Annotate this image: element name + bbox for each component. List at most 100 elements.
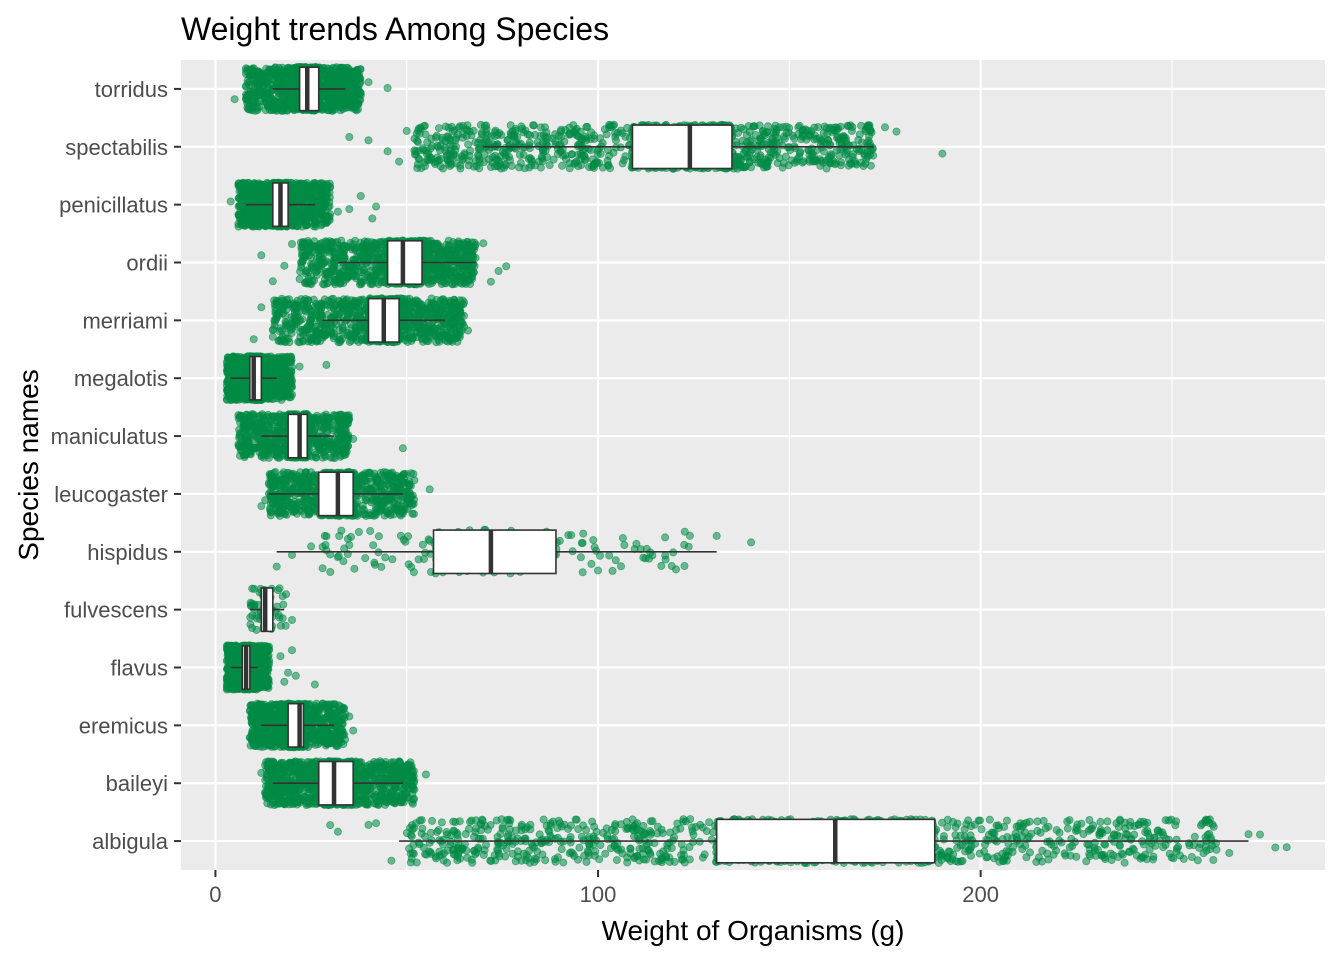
data-point — [612, 130, 619, 137]
outlier-point — [346, 206, 353, 213]
data-point — [250, 195, 257, 202]
data-point — [849, 123, 856, 130]
data-point — [750, 123, 757, 130]
data-point — [295, 181, 302, 188]
data-point — [325, 98, 332, 105]
outlier-point — [422, 147, 429, 154]
data-point — [837, 123, 844, 130]
data-point — [442, 123, 449, 130]
data-point — [267, 97, 274, 104]
data-point — [798, 136, 805, 143]
data-point — [248, 72, 255, 79]
data-point — [764, 128, 771, 135]
outlier-point — [227, 198, 234, 205]
data-point — [279, 107, 286, 114]
data-point — [779, 142, 786, 149]
data-point — [275, 94, 282, 101]
data-point — [344, 64, 351, 71]
data-point — [861, 152, 868, 159]
data-point — [253, 222, 260, 229]
data-point — [855, 136, 862, 143]
data-point — [294, 193, 301, 200]
data-point — [248, 212, 255, 219]
data-point — [842, 151, 849, 158]
data-point — [604, 157, 611, 164]
data-point — [322, 201, 329, 208]
data-point — [348, 92, 355, 99]
data-point — [837, 134, 844, 141]
data-point — [791, 159, 798, 166]
data-point — [589, 156, 596, 163]
outlier-point — [411, 147, 418, 154]
data-point — [811, 157, 818, 164]
data-point — [540, 132, 547, 139]
data-point — [624, 124, 631, 131]
data-point — [597, 150, 604, 157]
data-point — [827, 125, 834, 132]
data-point — [748, 137, 755, 144]
data-point — [255, 202, 262, 209]
data-point — [578, 152, 585, 159]
data-point — [246, 106, 253, 113]
data-point — [516, 164, 523, 171]
data-point — [570, 122, 577, 129]
data-point — [607, 122, 614, 129]
plot-panel — [181, 60, 1325, 870]
data-point — [536, 158, 543, 165]
data-point — [459, 156, 466, 163]
data-point — [537, 124, 544, 131]
data-point — [862, 160, 869, 167]
data-point — [465, 162, 472, 169]
data-point — [528, 161, 535, 168]
data-point — [445, 134, 452, 141]
data-point — [740, 126, 747, 133]
data-point — [437, 163, 444, 170]
data-point — [355, 70, 362, 77]
data-point — [468, 132, 475, 139]
data-point — [737, 157, 744, 164]
data-point — [348, 104, 355, 111]
data-point — [583, 135, 590, 142]
outlier-point — [365, 79, 372, 86]
data-point — [504, 137, 511, 144]
data-point — [516, 151, 523, 158]
data-point — [502, 151, 509, 158]
data-point — [622, 153, 629, 160]
data-point — [476, 165, 483, 172]
chart-title: Weight trends Among Species — [181, 11, 609, 47]
data-point — [816, 135, 823, 142]
data-point — [434, 142, 441, 149]
data-point — [459, 122, 466, 129]
data-point — [238, 188, 245, 195]
data-point — [239, 179, 246, 186]
data-point — [336, 94, 343, 101]
outlier-point — [881, 124, 888, 131]
outlier-point — [334, 208, 341, 215]
data-point — [825, 137, 832, 144]
outlier-point — [384, 84, 391, 91]
data-point — [414, 138, 421, 145]
data-point — [791, 135, 798, 142]
outlier-point — [357, 192, 364, 199]
data-point — [328, 90, 335, 97]
data-point — [550, 156, 557, 163]
outlier-point — [893, 128, 900, 135]
data-point — [769, 135, 776, 142]
data-point — [326, 189, 333, 196]
outlier-point — [308, 194, 315, 201]
data-point — [238, 200, 245, 207]
data-point — [800, 158, 807, 165]
data-point — [341, 101, 348, 108]
data-point — [590, 162, 597, 169]
data-point — [289, 67, 296, 74]
data-point — [820, 148, 827, 155]
outlier-point — [384, 148, 391, 155]
data-point — [526, 139, 533, 146]
data-point — [435, 125, 442, 132]
data-point — [770, 149, 777, 156]
data-point — [242, 95, 249, 102]
data-point — [482, 129, 489, 136]
data-point — [307, 205, 314, 212]
data-point — [417, 124, 424, 131]
